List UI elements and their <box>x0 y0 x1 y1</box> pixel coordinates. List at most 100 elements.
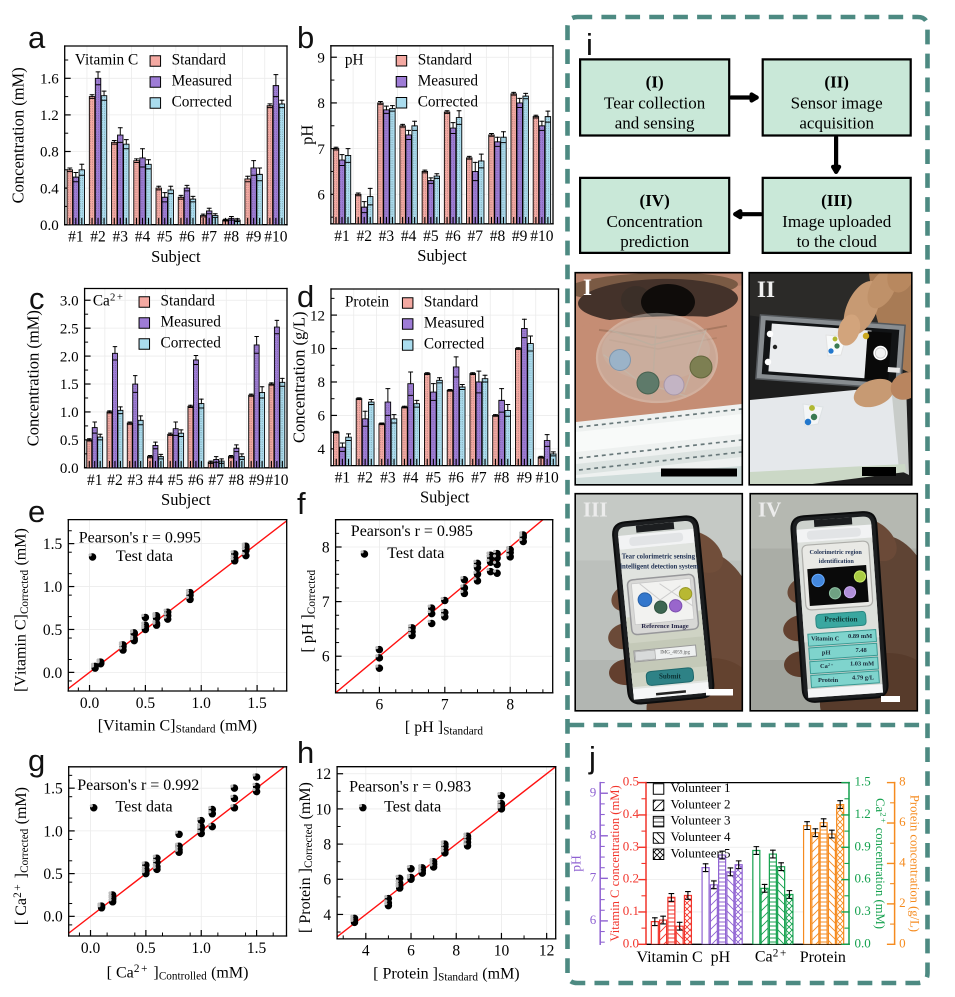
svg-text:#10: #10 <box>264 229 288 246</box>
svg-text:7.48: 7.48 <box>855 647 866 654</box>
svg-text:8: 8 <box>506 697 514 714</box>
svg-text:#6: #6 <box>448 470 464 487</box>
svg-text:#7: #7 <box>468 228 484 245</box>
svg-text:Subject: Subject <box>417 246 467 265</box>
svg-text:0.0: 0.0 <box>80 695 100 712</box>
svg-text:prediction: prediction <box>620 232 689 251</box>
svg-text:#1: #1 <box>335 470 351 487</box>
svg-text:g: g <box>28 743 45 778</box>
svg-text:C a 2 +: C a 2 + <box>820 653 834 672</box>
svg-text:[ P r: [ P r o t e i n ] ( m M ) C o r r e c t <box>297 778 316 933</box>
svg-text:Pearson's r = 0.995: Pearson's r = 0.995 <box>79 529 201 546</box>
svg-text:2.5: 2.5 <box>60 321 79 337</box>
svg-text:#7: #7 <box>208 472 224 489</box>
svg-text:0.5: 0.5 <box>43 622 63 639</box>
svg-text:6: 6 <box>318 409 326 425</box>
svg-text:IMG_4059.jpg: IMG_4059.jpg <box>660 651 690 656</box>
svg-text:Volunteer 3: Volunteer 3 <box>671 813 731 828</box>
svg-text:#5: #5 <box>423 228 439 245</box>
svg-text:d: d <box>297 279 314 314</box>
svg-text:1.5: 1.5 <box>43 781 63 798</box>
svg-text:0.5: 0.5 <box>136 940 156 957</box>
svg-text:#2: #2 <box>356 228 372 245</box>
svg-text:pH: pH <box>569 855 584 872</box>
svg-text:6: 6 <box>590 912 597 927</box>
svg-text:0.5: 0.5 <box>623 774 639 789</box>
svg-text:Subject: Subject <box>420 488 470 507</box>
svg-text:#9: #9 <box>246 229 262 246</box>
svg-text:#9: #9 <box>517 470 533 487</box>
svg-text:#6: #6 <box>179 229 195 246</box>
svg-text:#3: #3 <box>379 228 395 245</box>
svg-text:1.03 mM: 1.03 mM <box>850 661 874 668</box>
svg-text:#3: #3 <box>380 470 396 487</box>
svg-text:Concentration (mM): Concentration (mM) <box>8 67 27 203</box>
svg-text:to the cloud: to the cloud <box>797 232 878 251</box>
svg-text:i: i <box>586 27 593 62</box>
svg-text:acquisition: acquisition <box>799 113 874 132</box>
svg-text:(I): (I) <box>646 72 664 91</box>
svg-text:C a c: C a c o n c e n t r a t i o n ( m M ) 2 … <box>872 798 893 933</box>
svg-text:a: a <box>28 20 46 55</box>
svg-text:Pearson's r = 0.985: Pearson's r = 0.985 <box>351 523 473 540</box>
svg-text:#10: #10 <box>536 470 560 487</box>
svg-text:Corrected: Corrected <box>172 94 233 111</box>
svg-text:6: 6 <box>322 649 330 666</box>
svg-text:0.0: 0.0 <box>60 461 79 477</box>
svg-text:[ p H: [ p H ] C o r r e c t e d <box>300 570 319 653</box>
svg-text:#3: #3 <box>127 472 143 489</box>
svg-text:#5: #5 <box>157 229 173 246</box>
svg-text:0.2: 0.2 <box>623 871 639 886</box>
svg-text:Volunteer 2: Volunteer 2 <box>671 796 731 811</box>
svg-text:1.0: 1.0 <box>43 579 63 596</box>
svg-text:Standard: Standard <box>418 51 473 68</box>
svg-text:#8: #8 <box>494 470 510 487</box>
svg-text:Reference Image: Reference Image <box>641 623 688 630</box>
svg-text:0.0: 0.0 <box>43 665 63 682</box>
svg-text:8: 8 <box>323 836 331 853</box>
svg-text:Subject: Subject <box>161 490 211 509</box>
svg-text:8: 8 <box>452 943 460 960</box>
svg-text:Concentration: Concentration <box>606 212 703 231</box>
svg-text:Vitamin C: Vitamin C <box>637 949 703 966</box>
svg-text:#10: #10 <box>265 472 289 489</box>
svg-text:1.0: 1.0 <box>192 695 212 712</box>
svg-text:Test data: Test data <box>116 548 173 565</box>
svg-text:#4: #4 <box>401 228 417 245</box>
svg-text:12: 12 <box>539 943 555 960</box>
svg-text:12: 12 <box>310 308 325 324</box>
svg-text:Standard: Standard <box>161 293 216 310</box>
svg-text:10: 10 <box>494 943 510 960</box>
svg-text:0: 0 <box>899 935 906 950</box>
svg-text:1.0: 1.0 <box>192 940 212 957</box>
svg-text:Test data: Test data <box>116 799 173 816</box>
svg-text:#4: #4 <box>148 472 164 489</box>
svg-text:#8: #8 <box>490 228 506 245</box>
svg-text:4.79 g/L: 4.79 g/L <box>852 674 874 681</box>
svg-text:0.89 mM: 0.89 mM <box>848 633 872 640</box>
svg-text:#2: #2 <box>107 472 123 489</box>
svg-text:[ C a: [ C a ] ( m M ) 2 + C o r r e c t e d <box>8 783 32 925</box>
svg-text:Measured: Measured <box>161 314 222 331</box>
svg-text:[ V i t: [ V i t a m i n C ] ( m M ) C o r r e c … <box>13 524 32 692</box>
svg-text:7: 7 <box>441 697 449 714</box>
svg-text:Protein: Protein <box>345 294 390 311</box>
svg-text:Volunteer 4: Volunteer 4 <box>671 829 732 844</box>
svg-text:#7: #7 <box>471 470 487 487</box>
svg-text:1.5: 1.5 <box>60 377 79 393</box>
svg-text:b: b <box>297 20 314 55</box>
svg-text:0.5: 0.5 <box>43 866 63 883</box>
svg-text:1.5: 1.5 <box>247 940 267 957</box>
svg-text:7: 7 <box>317 142 325 158</box>
svg-text:Concentration (mM): Concentration (mM) <box>23 310 42 446</box>
svg-text:0.6: 0.6 <box>855 871 872 886</box>
svg-text:#1: #1 <box>68 229 84 246</box>
svg-text:Measured: Measured <box>172 73 233 90</box>
svg-text:Vitamin C: Vitamin C <box>75 52 138 69</box>
svg-text:Standard: Standard <box>424 294 479 311</box>
svg-text:Measured: Measured <box>424 315 485 332</box>
svg-text:8: 8 <box>318 375 326 391</box>
svg-text:III: III <box>583 498 608 522</box>
svg-text:0.9: 0.9 <box>855 838 871 853</box>
svg-text:pH: pH <box>822 649 831 656</box>
